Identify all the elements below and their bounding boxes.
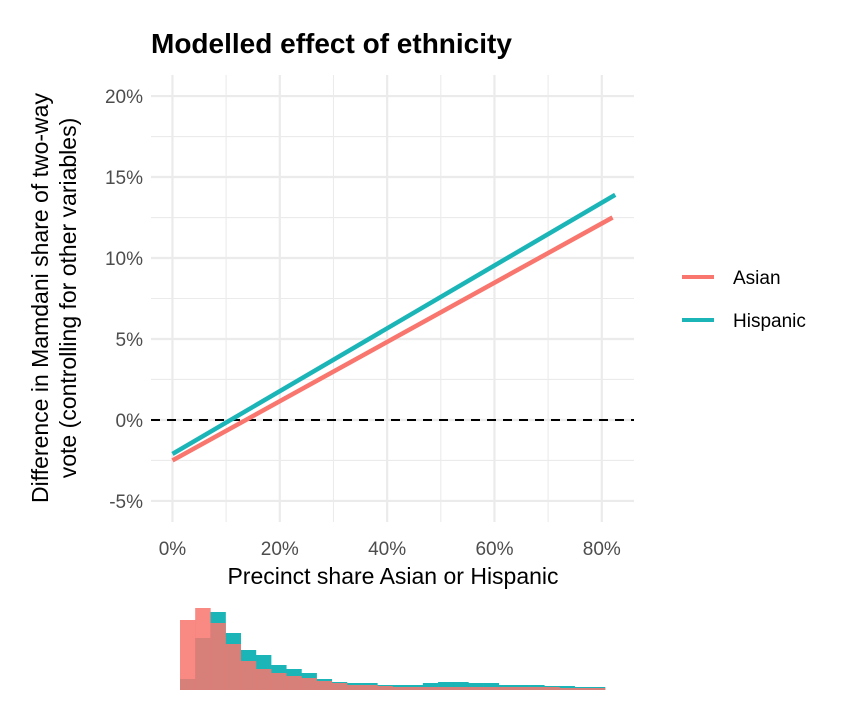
- y-tick-label: 20%: [105, 87, 143, 108]
- histogram-bar-asian: [453, 687, 469, 690]
- histogram-bar-asian: [498, 687, 515, 690]
- y-tick-label: 10%: [105, 249, 143, 270]
- series-lines: [171, 192, 617, 463]
- y-axis-title-line2: vote (controlling for other variables): [55, 118, 81, 479]
- histogram-bar-asian: [271, 673, 287, 690]
- y-tick-label: 15%: [105, 168, 143, 189]
- legend: Asian Hispanic: [682, 268, 806, 332]
- series-line-hispanic: [171, 192, 617, 456]
- histogram-bar-asian: [240, 661, 257, 690]
- histogram-bar-hispanic: [438, 682, 454, 690]
- x-axis-ticks: 0% 20% 40% 60% 80%: [159, 539, 621, 560]
- legend-label-asian: Asian: [733, 268, 781, 289]
- histogram-bar-hispanic: [422, 683, 439, 690]
- y-tick-label: 5%: [116, 330, 144, 351]
- histogram-bar-asian: [255, 669, 272, 690]
- y-tick-label: -5%: [109, 492, 143, 513]
- histogram-bar-asian: [483, 687, 500, 690]
- histogram-bar-asian: [468, 687, 484, 690]
- histogram-bar-asian: [377, 686, 393, 690]
- histogram-bar-asian: [574, 688, 591, 690]
- histogram-bar-hispanic: [483, 683, 500, 690]
- x-tick-label: 20%: [261, 539, 299, 560]
- histogram-bar-asian: [210, 623, 226, 690]
- x-axis-title: Precinct share Asian or Hispanic: [227, 563, 558, 589]
- histogram-bar-asian: [346, 685, 363, 690]
- histogram-bar-asian: [438, 687, 454, 690]
- histogram-bar-asian: [407, 687, 424, 690]
- histogram: [180, 608, 606, 690]
- histogram-bar-asian: [362, 685, 378, 690]
- chart-title: Modelled effect of ethnicity: [151, 28, 512, 59]
- histogram-bar-asian: [286, 676, 302, 690]
- histogram-bar-asian: [544, 687, 560, 690]
- series-line-asian: [171, 215, 614, 463]
- histogram-bar-asian: [180, 620, 196, 690]
- histogram-bar-asian: [529, 687, 545, 690]
- histogram-bar-asian: [331, 683, 348, 690]
- histogram-bar-asian: [316, 681, 333, 690]
- x-tick-label: 0%: [159, 539, 187, 560]
- x-tick-label: 60%: [475, 539, 513, 560]
- histogram-bar-asian: [225, 644, 242, 690]
- histogram-bar-asian: [589, 688, 606, 690]
- x-tick-label: 40%: [368, 539, 406, 560]
- histogram-bar-asian: [301, 678, 317, 690]
- y-axis-title-line1: Difference in Mamdani share of two-way: [27, 93, 53, 503]
- y-tick-label: 0%: [116, 411, 144, 432]
- histogram-bar-hispanic: [453, 682, 469, 690]
- histogram-bar-hispanic: [468, 683, 484, 690]
- histogram-bar-asian: [422, 687, 439, 690]
- histogram-bar-asian: [513, 687, 530, 690]
- legend-label-hispanic: Hispanic: [733, 311, 806, 332]
- histogram-bar-asian: [559, 688, 575, 690]
- grid: [151, 75, 634, 522]
- histogram-bar-asian: [195, 608, 211, 690]
- y-axis-ticks: -5% 0% 5% 10% 15% 20%: [105, 87, 143, 513]
- x-tick-label: 80%: [583, 539, 621, 560]
- histogram-bar-asian: [392, 687, 408, 690]
